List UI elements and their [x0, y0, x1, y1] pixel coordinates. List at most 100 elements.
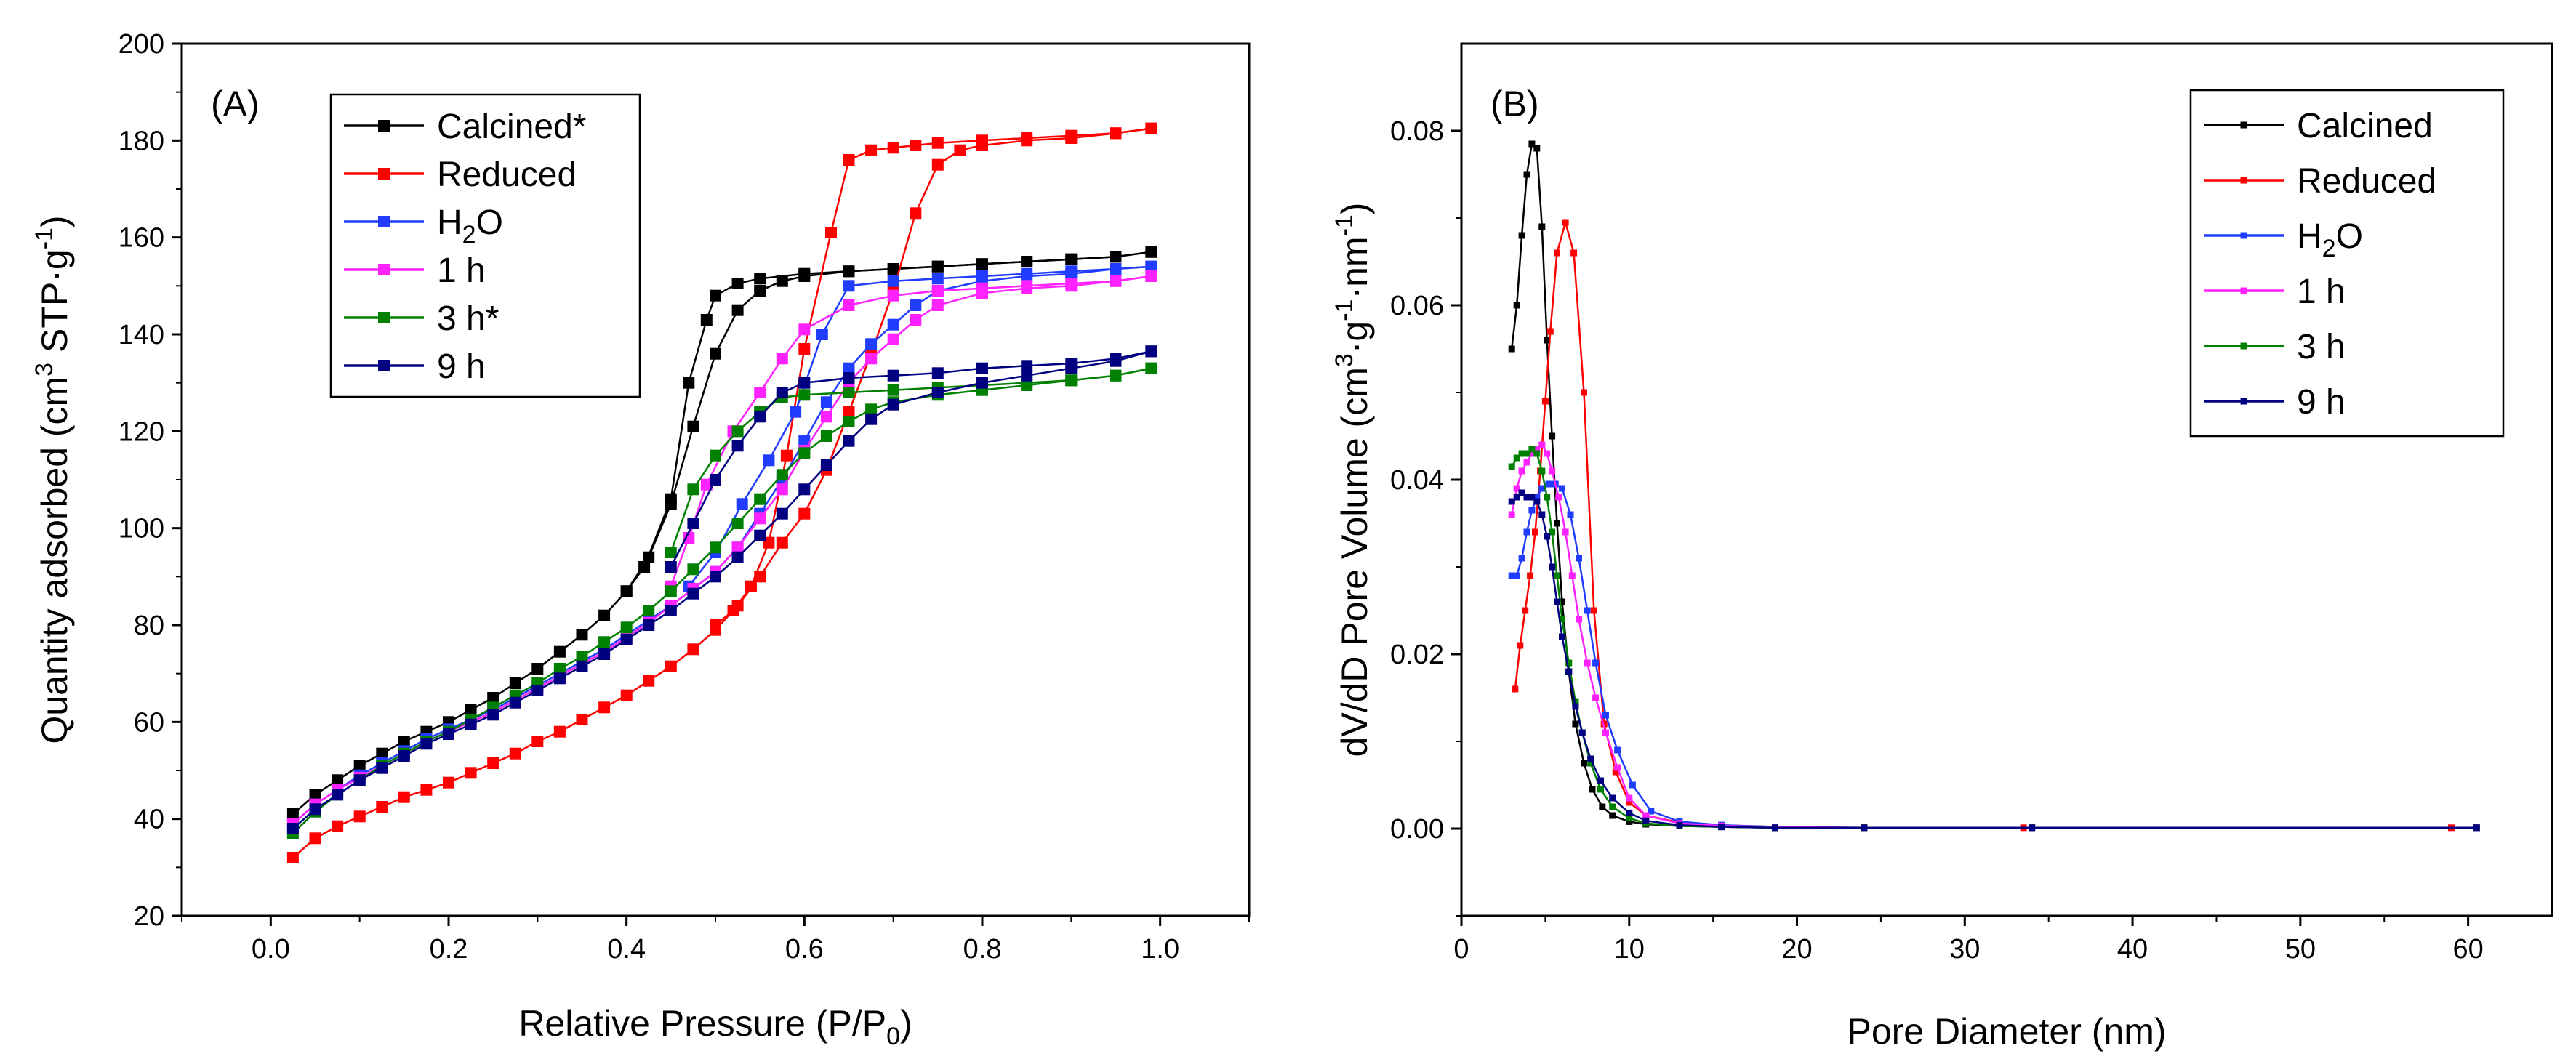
- panel-a-series-reduced-desorption-point: [825, 227, 837, 238]
- panel-a-series-calcined-adsorption-point: [353, 760, 366, 772]
- panel-a-series-1-h-adsorption-point: [865, 353, 878, 365]
- panel-a-series-calcined-desorption-point: [754, 273, 766, 285]
- panel-b-series-1-h-points-point: [1576, 616, 1582, 623]
- panel-b-x-axis-title: Pore Diameter (nm): [1847, 1011, 2167, 1052]
- panel-b-series-calcined-points-point: [1609, 812, 1616, 819]
- panel-b-series-h2o-points-point: [1538, 485, 1546, 492]
- panel-a-series-3-h-desorption-point: [710, 449, 721, 462]
- panel-b-series-h2o-points-point: [1523, 528, 1530, 536]
- panel-a-series-1-h-desorption-point: [754, 387, 766, 398]
- panel-a-legend-label: 9 h: [437, 347, 486, 386]
- panel-b-label: (B): [1490, 84, 1539, 124]
- panel-b-series-3-h-points-point: [1565, 659, 1573, 667]
- panel-a-series-3-h-desorption-point: [798, 389, 811, 401]
- panel-a-series-calcined-adsorption-point: [598, 609, 611, 621]
- panel-a-series-reduced-desorption-point: [798, 343, 811, 355]
- panel-a-series-3-h-desorption-point: [843, 387, 855, 398]
- panel-a-series-reduced-desorption-point: [1065, 129, 1078, 142]
- panel-a-series-1-h-adsorption-point: [887, 333, 899, 345]
- panel-a-series-reduced-adsorption-point: [776, 536, 788, 549]
- panel-b-legend-swatch-marker: [2240, 177, 2247, 184]
- panel-a-legend-label: 3 h*: [437, 299, 499, 338]
- panel-b-series-layer: [1508, 140, 2480, 832]
- panel-a-series-h2o-desorption-point: [763, 454, 775, 467]
- panel-a-series-reduced-adsorption-point: [910, 207, 922, 220]
- panel-b-series-9-h-points-point: [1508, 498, 1515, 505]
- panel-a-series-9-h-adsorption-point: [531, 685, 544, 696]
- panel-a-y-tick-label: 40: [134, 805, 164, 835]
- panel-b-series-1-h-points-point: [1642, 812, 1650, 819]
- panel-a-series-h2o-adsorption-point: [798, 435, 811, 447]
- panel-b-series-h2o-points-point: [1592, 659, 1600, 667]
- panel-b-series-calcined-points-point: [1513, 302, 1520, 309]
- panel-b-ticks: 0 10 20 30 40 50 60 0.00 0.02 0.04 0.06 0.08: [1390, 116, 2484, 965]
- panel-b-series-1-h-points-point: [1508, 511, 1515, 518]
- panel-b-legend-swatch-marker: [2240, 287, 2247, 294]
- panel-b-series-3-h-points-point: [1523, 450, 1530, 457]
- panel-a-series-h2o-desorption-point: [976, 270, 988, 282]
- panel-b-series-reduced-points-point: [1541, 398, 1549, 405]
- panel-a-series-3-h-adsorption-point: [776, 469, 788, 481]
- panel-b-series-3-h-points-point: [1513, 454, 1520, 462]
- panel-a-series-1-h-desorption-point: [1021, 280, 1033, 292]
- panel-b-series-9-h-points-point: [2029, 824, 2036, 832]
- panel-b-series-3-h-points-point: [1549, 528, 1556, 536]
- panel-b-series-9-h-points-line: [1511, 491, 2477, 829]
- panel-a-legend-entry-3-h: 3 h*: [344, 299, 499, 338]
- panel-a-series-layer: [286, 122, 1157, 863]
- panel-b-series-3-h-points-point: [1528, 446, 1536, 453]
- panel-a-legend-label: 1 h: [437, 251, 486, 290]
- panel-a-series-9-h-desorption-point: [887, 369, 899, 382]
- panel-b-series-h2o-points-point: [1602, 712, 1609, 719]
- panel-b-y-tick-label: 0.02: [1390, 640, 1444, 670]
- panel-b-series-calcined-points-point: [1554, 520, 1560, 527]
- panel-a-series-reduced-desorption-point: [931, 137, 944, 149]
- panel-b-series-9-h: [1508, 489, 2480, 832]
- panel-b-series-3-h-points-point: [1508, 463, 1515, 470]
- panel-b-series-calcined-points-point: [1523, 171, 1530, 178]
- panel-b-series-9-h-points-point: [1554, 598, 1560, 605]
- panel-a-y-tick-label: 180: [119, 126, 164, 156]
- panel-a-series-reduced-desorption-point: [1021, 132, 1033, 144]
- panel-a-series-calcined-desorption-point: [1065, 253, 1078, 265]
- panel-a-series-9-h-adsorption-line: [292, 350, 1152, 829]
- panel-a-legend-label: Reduced: [437, 156, 577, 194]
- panel-a-legend-swatch-marker: [378, 360, 390, 371]
- panel-a-series-h2o-desorption-point: [736, 498, 748, 510]
- panel-a-series-h2o-desorption-point: [1110, 263, 1122, 275]
- panel-a-series-3-h-adsorption-point: [798, 447, 811, 459]
- panel-a-x-tick-label: 0.6: [785, 934, 824, 965]
- panel-b-series-9-h-points-point: [1523, 494, 1530, 501]
- panel-b-series-9-h-points-point: [1578, 729, 1586, 736]
- panel-a-series-h2o-desorption-point: [1145, 260, 1157, 273]
- panel-a-series-9-h-desorption-line: [670, 350, 1152, 568]
- panel-a-series-9-h-adsorption-point: [643, 619, 655, 631]
- panel-a-series-reduced-adsorption-point: [509, 747, 521, 760]
- panel-b-y-tick-label: 0.06: [1390, 291, 1444, 321]
- panel-a-y-tick-label: 100: [119, 514, 164, 544]
- panel-b-series-calcined-points-point: [1528, 140, 1536, 148]
- panel-a-series-9-h-desorption-point: [1065, 358, 1078, 369]
- panel-a-series-reduced-adsorption-point: [353, 810, 366, 823]
- panel-b-series-1-h-points-point: [1513, 485, 1520, 492]
- panel-a-y-axis-title: Quantity adsorbed (cm3 STP·g-1): [31, 215, 75, 744]
- panel-a-legend-swatch-marker: [378, 264, 390, 275]
- panel-a-series-9-h-desorption-point: [1145, 345, 1157, 358]
- panel-b-legend-label: Calcined: [2297, 107, 2433, 145]
- panel-a-series-9-h-adsorption-point: [931, 387, 944, 398]
- panel-a-series-reduced-adsorption-point: [309, 832, 321, 845]
- panel-a-x-tick-label: 1.0: [1141, 934, 1179, 965]
- panel-b-legend-swatch-marker: [2240, 232, 2247, 239]
- panel-a-series-h2o-adsorption-point: [843, 362, 855, 374]
- panel-a-series-calcined-adsorption-point: [398, 736, 410, 747]
- panel-b-series-reduced-points-point: [1581, 389, 1587, 396]
- panel-a-series-reduced-desorption-point: [745, 580, 757, 592]
- panel-a-series-calcined-desorption-point: [931, 260, 944, 273]
- panel-a-series-calcined-desorption-point: [710, 289, 721, 302]
- panel-a-series-9-h-desorption-point: [754, 411, 766, 423]
- panel-a-series-reduced-adsorption-point: [376, 801, 388, 813]
- panel-a-x-axis-title: Relative Pressure (P/P0): [518, 1003, 912, 1050]
- panel-a-series-9-h-adsorption-point: [798, 483, 811, 496]
- panel-a-series-h2o-desorption-point: [887, 275, 899, 287]
